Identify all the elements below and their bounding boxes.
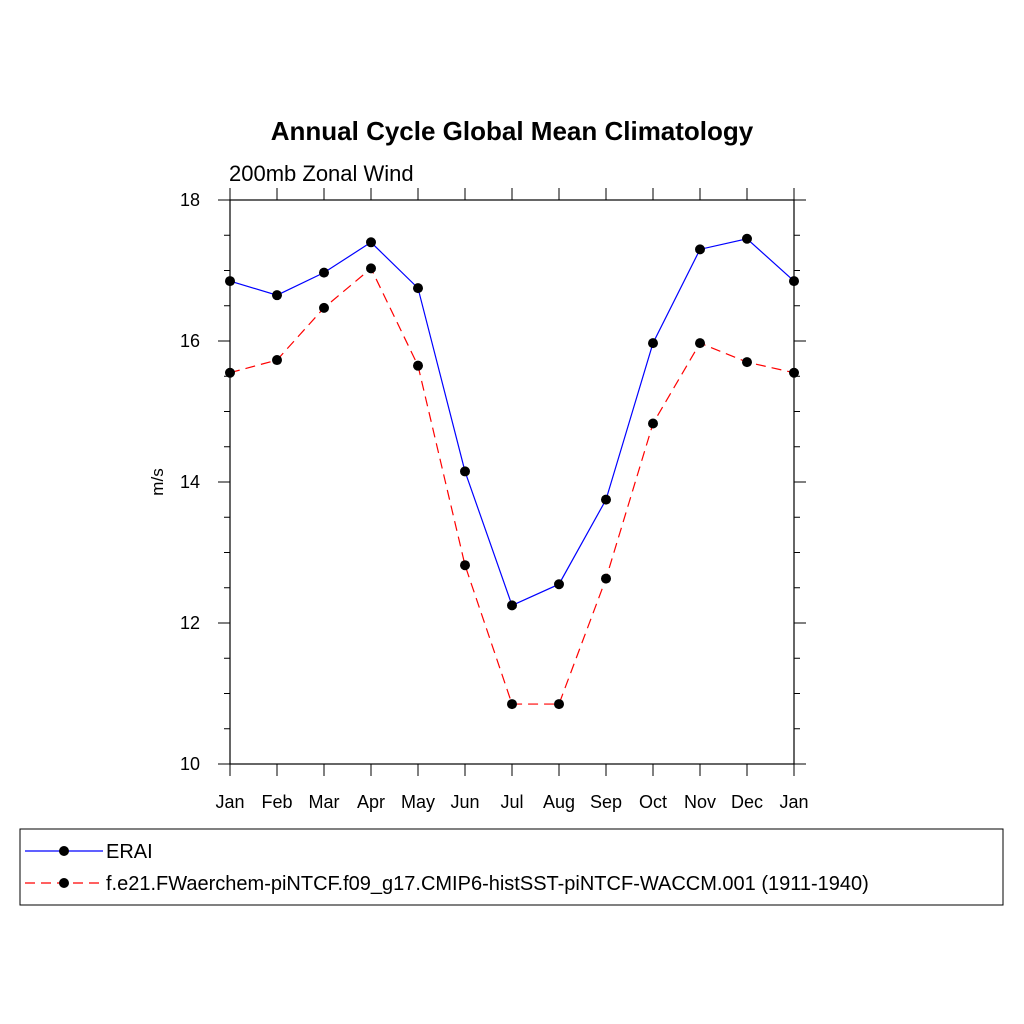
legend-entry: f.e21.FWaerchem-piNTCF.f09_g17.CMIP6-his… (25, 873, 869, 895)
y-tick-label: 16 (180, 331, 200, 351)
data-point (319, 267, 329, 278)
x-tick-label: Jan (215, 792, 244, 812)
y-axis-tick-labels: 10 12 14 16 18 (180, 190, 200, 774)
x-tick-label: May (401, 792, 435, 812)
series-layer (225, 233, 799, 710)
data-point (789, 276, 799, 287)
data-point (507, 699, 517, 710)
legend: ERAI f.e21.FWaerchem-piNTCF.f09_g17.CMIP6… (19, 828, 1004, 906)
data-point (648, 418, 658, 429)
plot-frame (229, 199, 795, 765)
data-point (601, 494, 611, 505)
data-point (601, 573, 611, 584)
x-tick-label: Nov (684, 792, 716, 812)
legend-swatch-marker (59, 878, 69, 888)
data-point (225, 367, 235, 378)
x-tick-label: Apr (357, 792, 385, 812)
legend-label: f.e21.FWaerchem-piNTCF.f09_g17.CMIP6-his… (106, 873, 869, 895)
data-point (554, 699, 564, 710)
data-point (413, 283, 423, 294)
chart-subtitle: 200mb Zonal Wind (229, 161, 414, 186)
legend-label: ERAI (106, 841, 153, 863)
x-tick-label: Jul (500, 792, 523, 812)
legend-entries: ERAI f.e21.FWaerchem-piNTCF.f09_g17.CMIP6… (25, 841, 869, 895)
x-tick-label: Aug (543, 792, 575, 812)
series-line (229, 267, 795, 705)
x-axis-tick-labels: Jan Feb Mar Apr May Jun Jul Aug Sep Oct Nov Dec Jan (215, 792, 808, 812)
x-tick-label: Jun (450, 792, 479, 812)
data-point (460, 466, 470, 477)
x-tick-label: Sep (590, 792, 622, 812)
y-tick-label: 14 (180, 472, 200, 492)
legend-entry: ERAI (25, 841, 153, 863)
series-line (229, 238, 795, 607)
data-point (225, 276, 235, 287)
data-point (366, 237, 376, 248)
y-axis-label: m/s (148, 468, 167, 495)
legend-box (19, 828, 1004, 906)
data-point (319, 302, 329, 313)
data-point (648, 338, 658, 349)
legend-swatch-marker (59, 846, 69, 856)
data-point (554, 579, 564, 590)
data-point (789, 367, 799, 378)
data-point (695, 338, 705, 349)
y-tick-label: 12 (180, 613, 200, 633)
data-point (742, 357, 752, 368)
x-tick-label: Mar (309, 792, 340, 812)
x-tick-label: Jan (779, 792, 808, 812)
x-tick-label: Feb (261, 792, 292, 812)
x-tick-label: Oct (639, 792, 667, 812)
data-point (413, 360, 423, 371)
data-point (272, 290, 282, 301)
data-point (507, 600, 517, 611)
data-point (695, 244, 705, 255)
x-tick-label: Dec (731, 792, 763, 812)
axis-ticks (218, 188, 806, 776)
data-point (366, 263, 376, 274)
chart-title: Annual Cycle Global Mean Climatology (271, 116, 754, 146)
series-1 (225, 233, 799, 611)
y-tick-label: 18 (180, 190, 200, 210)
data-point (460, 560, 470, 571)
series-2 (225, 263, 799, 710)
data-point (272, 355, 282, 366)
y-tick-label: 10 (180, 754, 200, 774)
data-point (742, 233, 752, 244)
